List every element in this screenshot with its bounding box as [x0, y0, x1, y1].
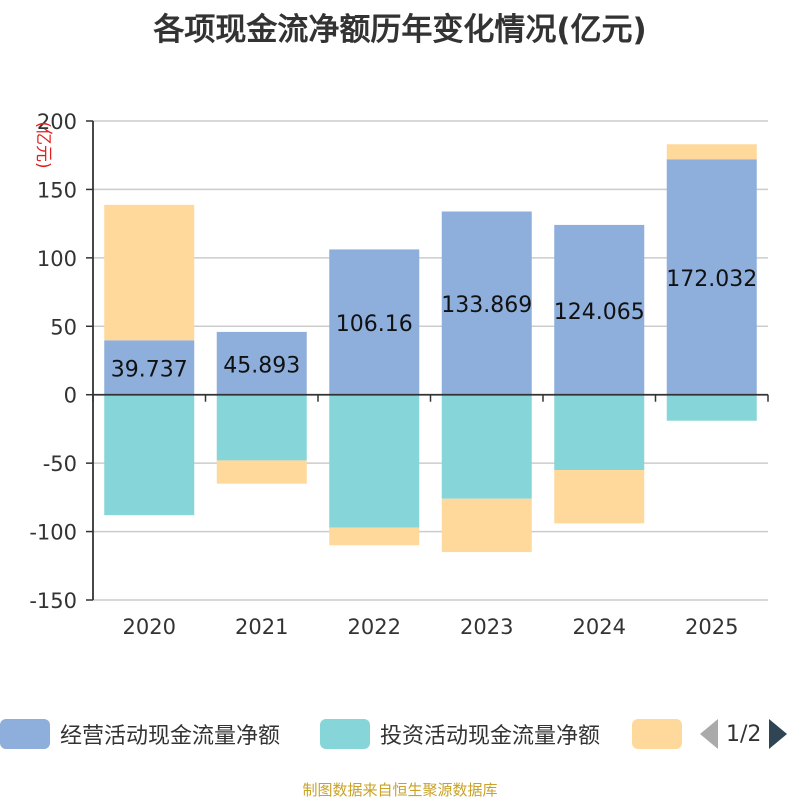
- prev-page-icon[interactable]: [700, 719, 718, 749]
- y-tick-label: 100: [37, 247, 77, 271]
- data-label-2023: 133.869: [441, 293, 532, 318]
- data-label-2020: 39.737: [111, 358, 188, 383]
- bar-2025-series-0[interactable]: [666, 159, 757, 395]
- y-tick-label: 0: [64, 384, 77, 408]
- bar-2025-series-1[interactable]: [666, 394, 757, 421]
- x-tick-label: 2021: [235, 615, 288, 639]
- page-indicator: 1/2: [726, 721, 762, 747]
- bar-2022-series-0[interactable]: [329, 249, 420, 395]
- x-tick-label: 2024: [573, 615, 626, 639]
- bar-2024-series-0[interactable]: [554, 224, 645, 395]
- bar-2025-series-2[interactable]: [666, 144, 757, 160]
- legend-label-investing: 投资活动现金流量净额: [380, 724, 601, 749]
- bar-2023-series-1[interactable]: [441, 394, 532, 499]
- bar-2021-series-2[interactable]: [216, 460, 307, 484]
- legend-swatch-financing: [632, 719, 682, 749]
- y-tick-label: 200: [37, 110, 77, 134]
- bar-2023-series-2[interactable]: [441, 498, 532, 553]
- bar-2021-series-0[interactable]: [216, 331, 307, 395]
- legend: 经营活动现金流量净额 投资活动现金流量净额: [0, 716, 800, 752]
- bar-2024-series-1[interactable]: [554, 394, 645, 470]
- bar-2021-series-1[interactable]: [216, 394, 307, 461]
- data-label-2022: 106.16: [336, 312, 413, 337]
- source-note: 制图数据来自恒生聚源数据库: [302, 781, 498, 799]
- bars: [104, 144, 757, 553]
- legend-item-operating[interactable]: 经营活动现金流量净额: [0, 716, 280, 752]
- next-page-icon[interactable]: [769, 719, 788, 749]
- x-tick-label: 2023: [460, 615, 513, 639]
- legend-pager: 1/2: [700, 716, 788, 752]
- legend-item-investing[interactable]: 投资活动现金流量净额: [320, 716, 600, 752]
- bar-2020-series-2[interactable]: [104, 204, 195, 341]
- bar-2020-series-0[interactable]: [104, 340, 195, 395]
- y-tick-label: 150: [37, 178, 77, 202]
- y-tick-label: -100: [29, 521, 77, 545]
- x-tick-label: 2020: [123, 615, 176, 639]
- bar-2024-series-2[interactable]: [554, 469, 645, 524]
- data-label-2024: 124.065: [554, 300, 645, 325]
- y-tick-label: 50: [50, 315, 77, 339]
- legend-swatch-investing: [320, 719, 370, 749]
- grid-lines: [93, 120, 768, 601]
- data-label-2025: 172.032: [666, 267, 757, 292]
- bar-2020-series-1[interactable]: [104, 394, 195, 516]
- bar-2022-series-2[interactable]: [329, 527, 420, 546]
- x-tick-label: 2025: [685, 615, 738, 639]
- data-labels: 39.737 45.893 106.16 133.869 124.065 172.032: [111, 267, 757, 383]
- bar-chart: 200 150 100 50 0 -50 -100 -150 2020 2021 2022 2023 2…: [29, 110, 769, 639]
- legend-swatch-operating: [0, 719, 50, 749]
- axes: 200 150 100 50 0 -50 -100 -150 2020 2021 2022 2023 2…: [29, 110, 769, 639]
- bar-2022-series-1[interactable]: [329, 394, 420, 528]
- legend-label-operating: 经营活动现金流量净额: [60, 724, 281, 749]
- y-tick-label: -50: [43, 452, 77, 476]
- data-label-2021: 45.893: [223, 353, 300, 378]
- bar-2023-series-0[interactable]: [441, 211, 532, 395]
- y-tick-label: -150: [29, 589, 77, 613]
- y-axis-unit-label: (亿元): [33, 121, 53, 168]
- legend-item-financing[interactable]: [632, 716, 692, 752]
- x-tick-label: 2022: [348, 615, 401, 639]
- chart-title: 各项现金流净额历年变化情况(亿元): [153, 12, 647, 48]
